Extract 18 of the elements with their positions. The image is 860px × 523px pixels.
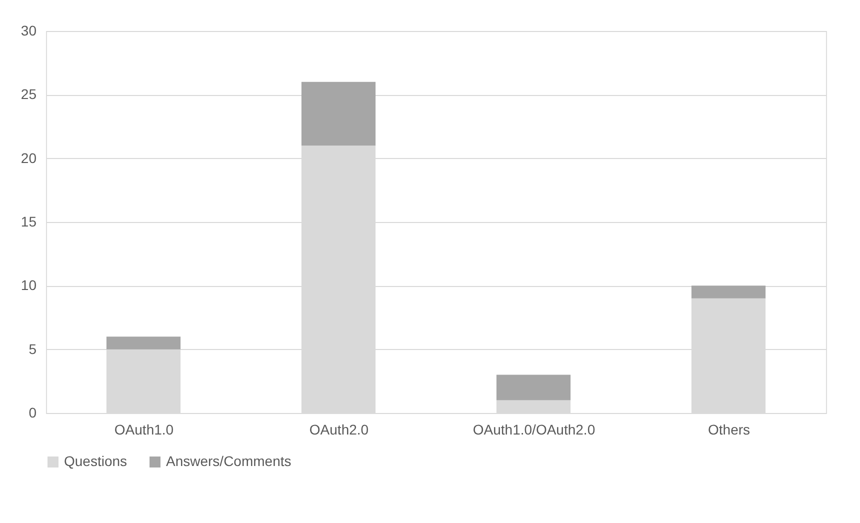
x-tick-label: OAuth1.0/OAuth2.0 — [472, 422, 596, 438]
y-tick-label: 5 — [28, 340, 37, 357]
bar — [301, 82, 376, 146]
y-tick-label: 30 — [20, 22, 37, 38]
bar — [106, 336, 181, 350]
bar — [496, 400, 571, 413]
bar — [691, 286, 766, 298]
y-tick-label: 25 — [20, 86, 37, 102]
y-tick-label: 10 — [20, 277, 37, 294]
bar — [496, 374, 571, 400]
x-tick-label: OAuth2.0 — [309, 422, 369, 438]
x-tick-label: OAuth1.0 — [114, 422, 174, 438]
legend-label: Answers/Comments — [166, 453, 292, 469]
x-tick-label: Others — [708, 422, 750, 438]
y-tick-label: 0 — [28, 404, 37, 420]
y-tick-label: 15 — [20, 214, 37, 230]
y-tick-label: 20 — [20, 150, 37, 166]
legend-label: Questions — [64, 453, 128, 469]
